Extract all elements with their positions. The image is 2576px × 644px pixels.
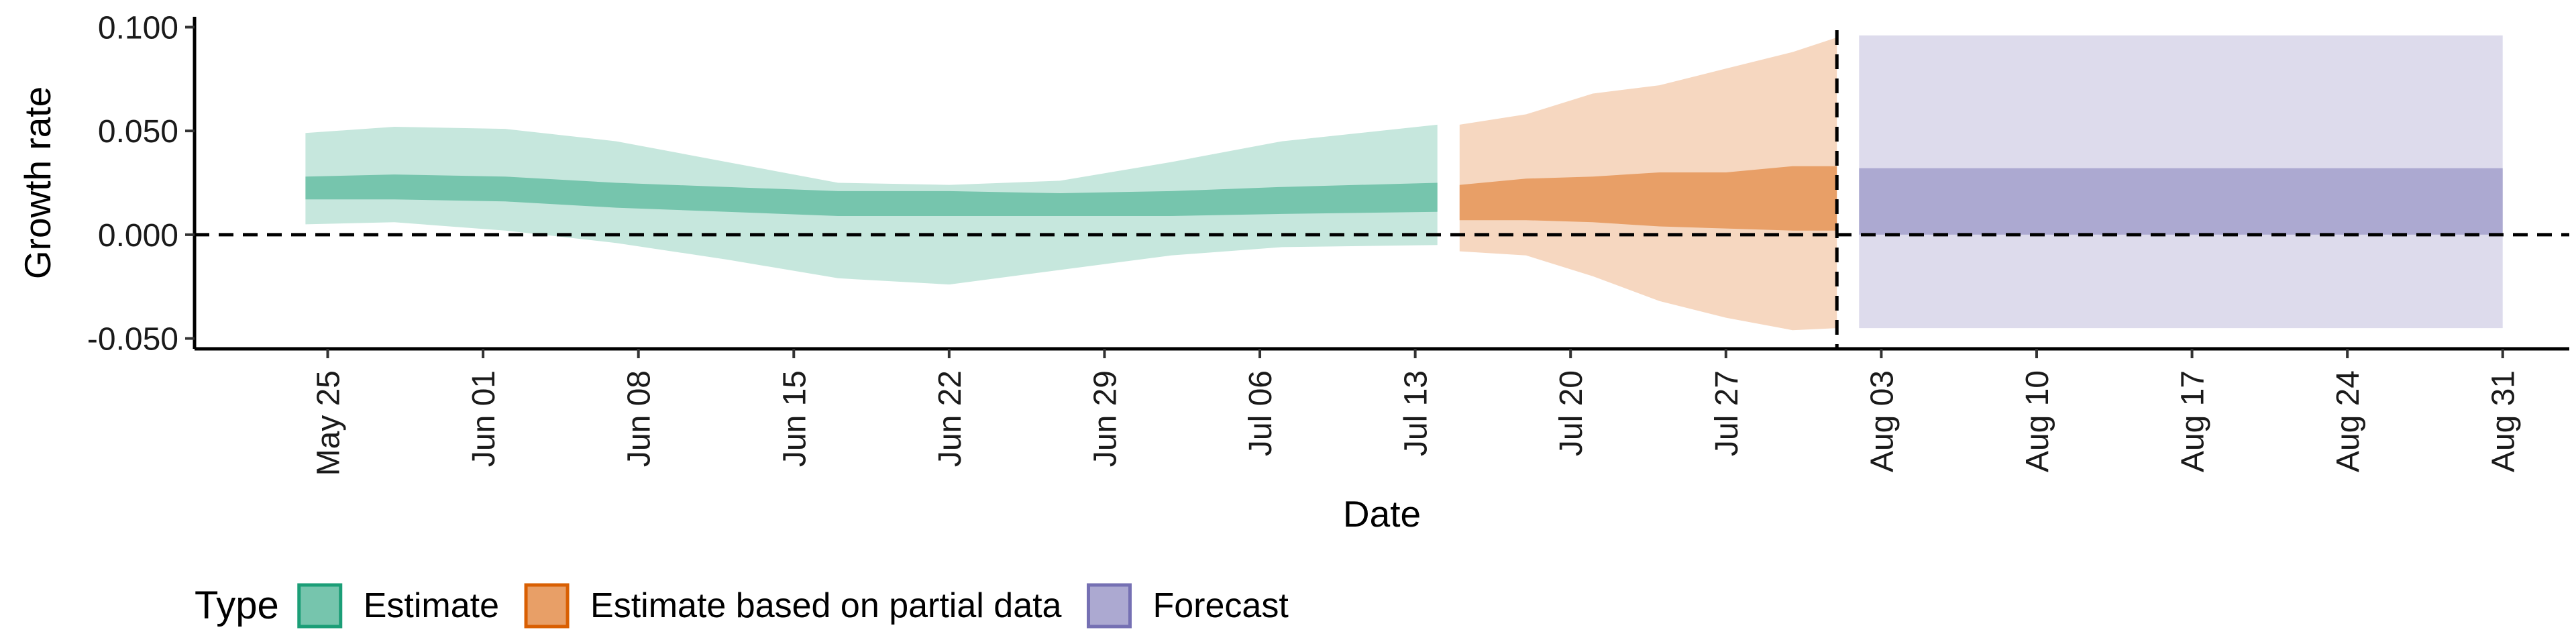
- x-tick-label: Jul 06: [1243, 370, 1279, 456]
- x-tick-label: Aug 17: [2176, 370, 2211, 472]
- x-tick-label: Aug 03: [1864, 370, 1900, 472]
- x-tick-label: Aug 10: [2020, 370, 2055, 472]
- x-tick-label: Jun 22: [932, 370, 968, 467]
- legend-swatch: [297, 583, 343, 629]
- x-tick-label: Jun 15: [777, 370, 812, 467]
- x-tick-label: Jul 20: [1554, 370, 1589, 456]
- bands-layer: [305, 35, 2503, 331]
- forecast-band-50: [1859, 168, 2503, 235]
- legend-label: Forecast: [1152, 586, 1289, 625]
- x-tick-label: Jun 08: [622, 370, 657, 467]
- x-tick-label: Jul 27: [1709, 370, 1745, 456]
- x-tick-label: Aug 31: [2486, 370, 2522, 472]
- labels: -0.050 0.000 0.050 0.100 May 25 Jun 01 Jun 08 J…: [17, 10, 2522, 535]
- y-tick-label: 0.000: [98, 218, 178, 254]
- y-tick-label: 0.050: [98, 114, 178, 150]
- x-tick-label: Aug 24: [2330, 370, 2366, 472]
- y-axis-title: Growth rate: [17, 87, 58, 279]
- x-tick-label: Jul 13: [1399, 370, 1434, 456]
- y-tick-label: -0.050: [87, 322, 178, 358]
- legend-swatch: [1086, 583, 1132, 629]
- x-axis-title: Date: [1343, 493, 1421, 535]
- legend-label: Estimate based on partial data: [590, 586, 1062, 625]
- reference-lines: [195, 30, 2569, 349]
- legend-title: Type: [195, 584, 279, 627]
- x-tick-label: Jun 29: [1087, 370, 1123, 467]
- estimate-band-50: [305, 174, 1438, 216]
- estimate-based-on-partial-data-band-50: [1459, 166, 1837, 231]
- legend-label: Estimate: [364, 586, 499, 625]
- axes: [185, 17, 2569, 358]
- legend: Type Estimate Estimate based on partial da…: [195, 583, 1289, 629]
- x-tick-label: May 25: [311, 370, 347, 476]
- y-tick-label: 0.100: [98, 10, 178, 46]
- x-tick-label: Jun 01: [466, 370, 502, 467]
- legend-swatch: [524, 583, 570, 629]
